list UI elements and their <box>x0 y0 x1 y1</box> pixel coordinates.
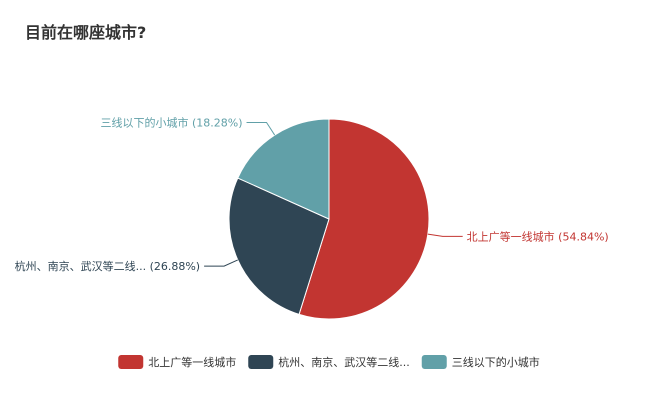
slice-2[interactable] <box>228 177 330 316</box>
legend-item-3[interactable]: 三线以下的小城市 <box>421 355 540 369</box>
slice-1-label: 北上广等一线城市 (54.84%) <box>467 229 609 243</box>
slice-2-callout-line <box>204 259 238 267</box>
legend-label-1: 北上广等一线城市 <box>148 355 236 369</box>
legend-label-2: 杭州、南京、武汉等二线... <box>278 355 410 369</box>
legend-item-1[interactable]: 北上广等一线城市 <box>118 355 236 369</box>
legend-label-3: 三线以下的小城市 <box>452 355 540 369</box>
slice-2-label: 杭州、南京、武汉等二线... (26.88%) <box>15 259 201 273</box>
pie-slices <box>228 118 430 320</box>
slice-1-callout-line <box>427 233 463 237</box>
slice-callouts: 北上广等一线城市 (54.84%) 杭州、南京、武汉等二线... (26.88%)… <box>15 115 609 273</box>
chart-title: 目前在哪座城市? <box>25 23 146 42</box>
legend-swatch-2 <box>248 355 274 369</box>
slice-3-label: 三线以下的小城市 (18.28%) <box>100 115 242 129</box>
legend: 北上广等一线城市 杭州、南京、武汉等二线... 三线以下的小城市 <box>118 355 540 369</box>
legend-item-2[interactable]: 杭州、南京、武汉等二线... <box>248 355 410 369</box>
legend-swatch-3 <box>421 355 447 369</box>
slice-3-callout-line <box>246 121 276 136</box>
legend-swatch-1 <box>118 355 144 369</box>
